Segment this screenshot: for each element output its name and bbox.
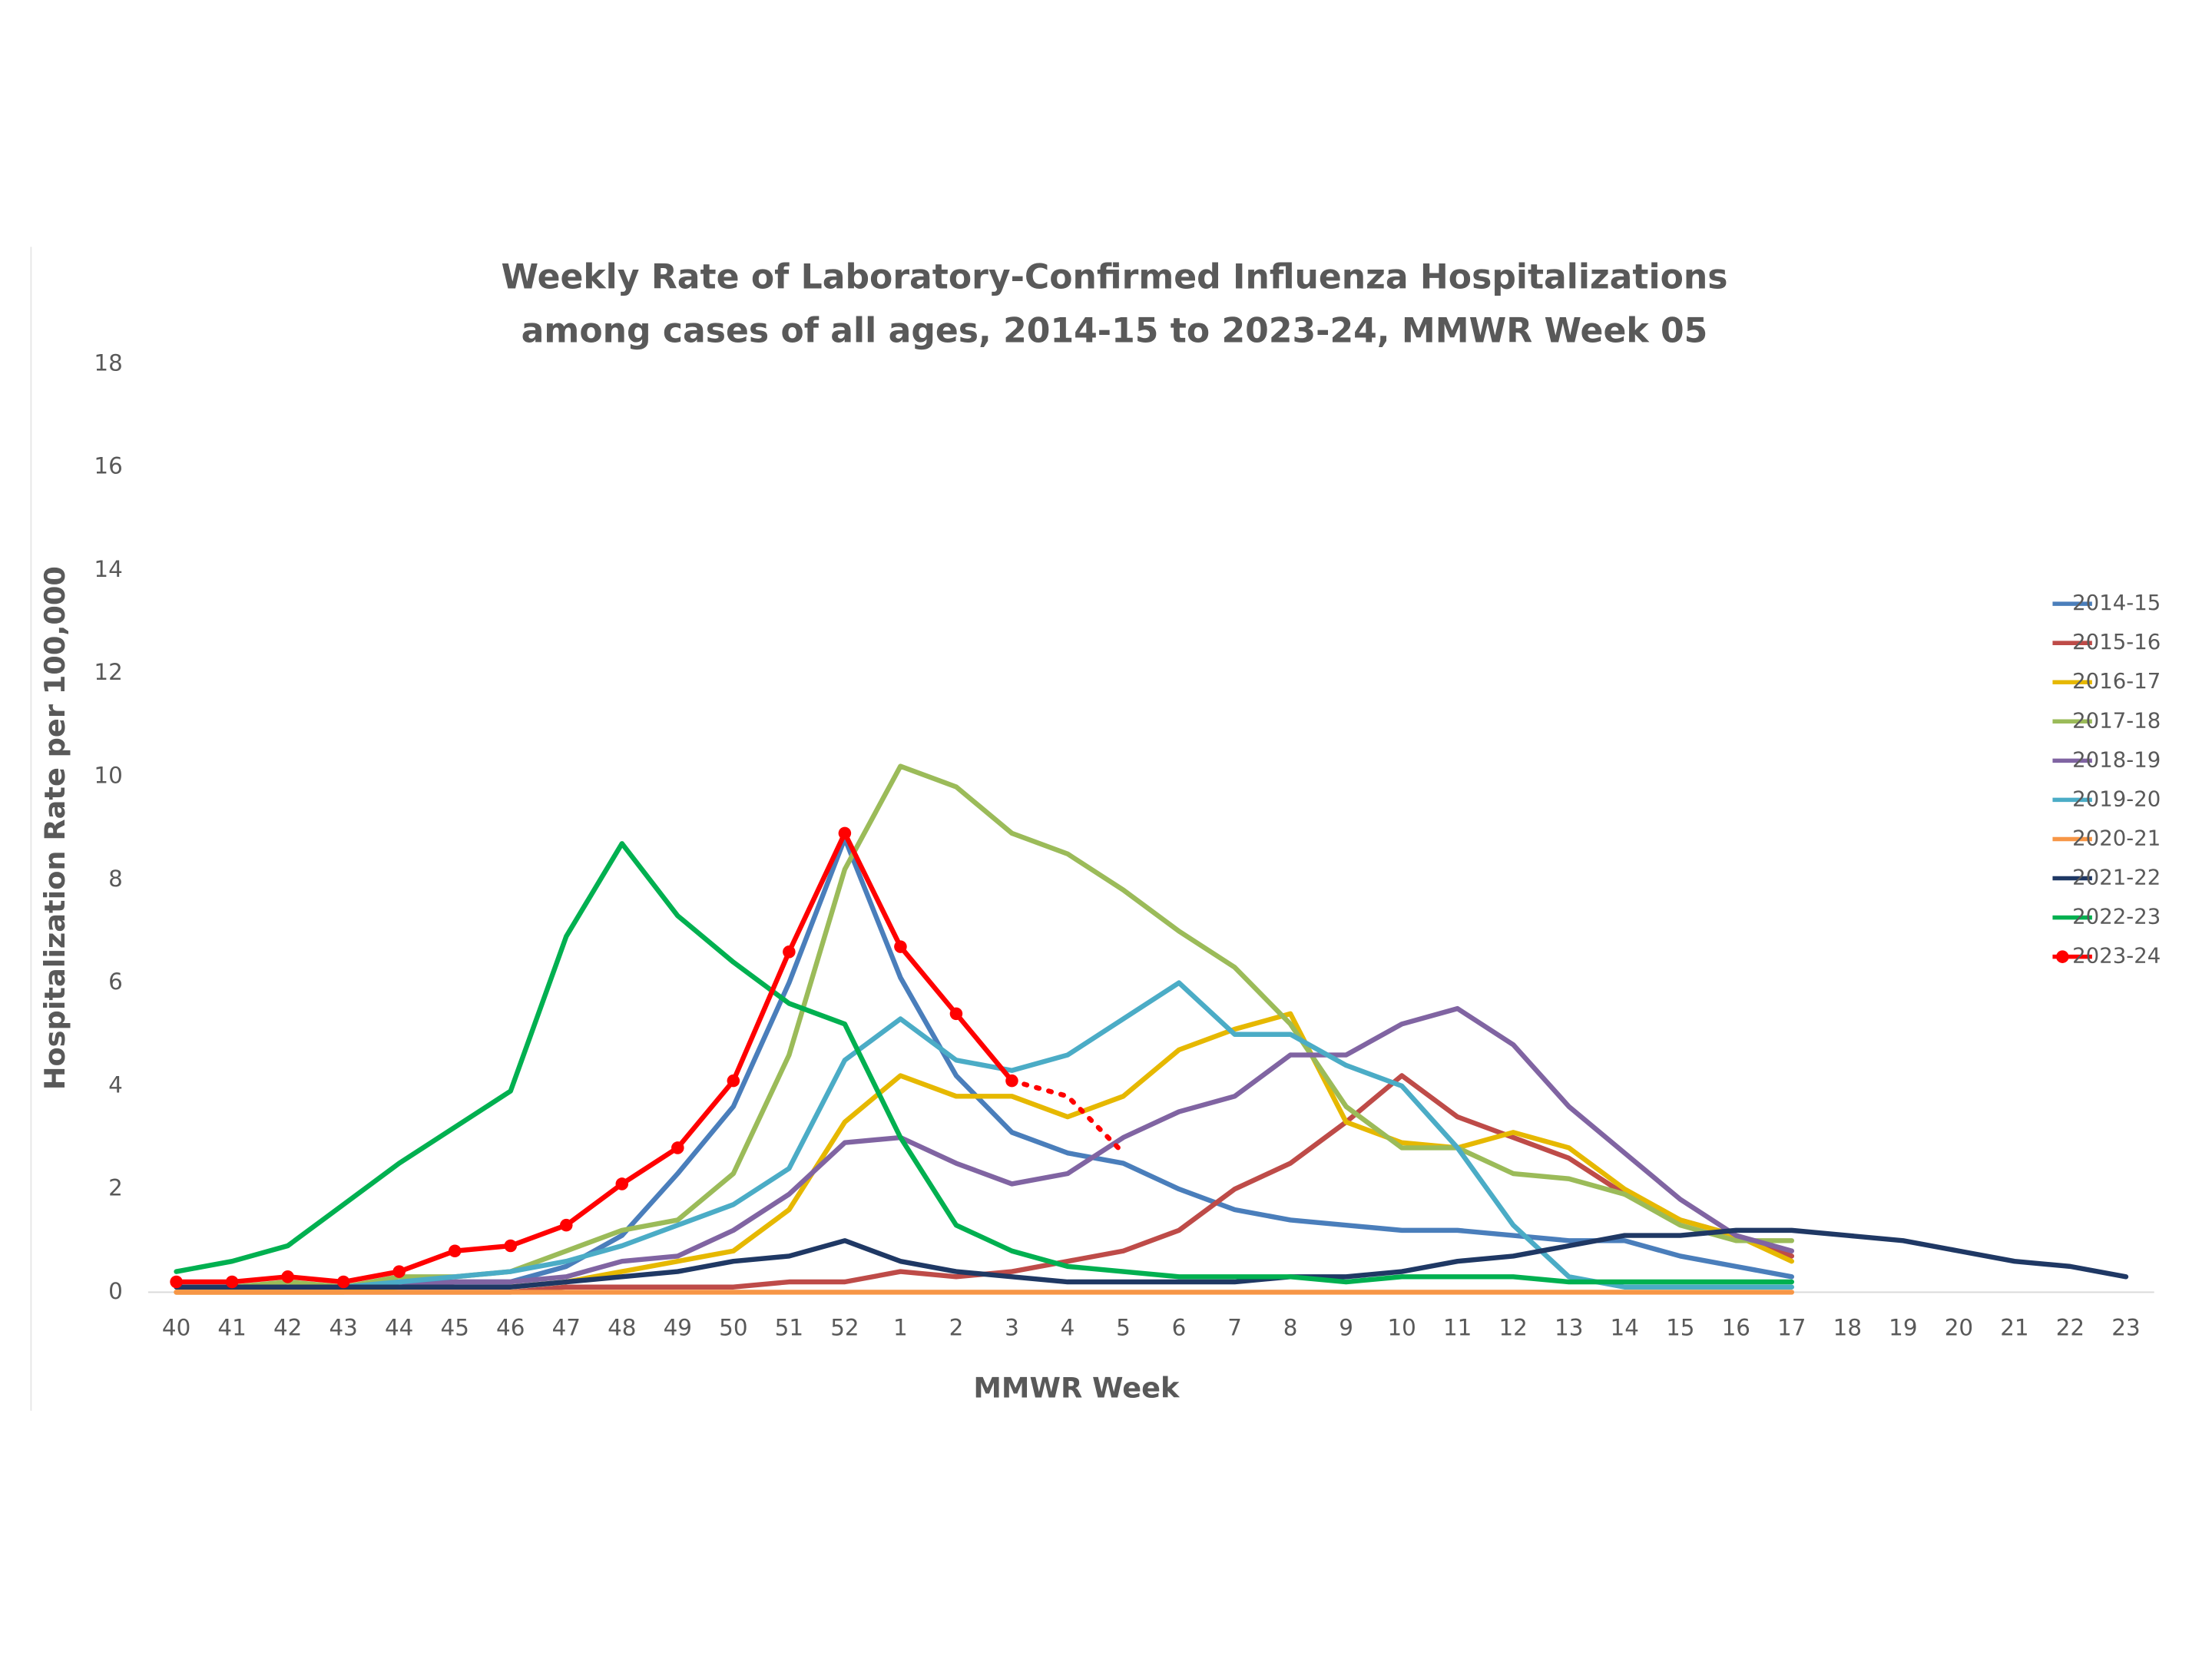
- y-tick-label: 6: [108, 969, 123, 995]
- legend-label: 2021-22: [2072, 866, 2161, 890]
- data-point: [225, 1275, 239, 1289]
- series-line: [174, 1227, 2129, 1290]
- data-point: [336, 1275, 350, 1289]
- x-tick-label: 14: [1611, 1315, 1639, 1341]
- x-tick-label: 13: [1555, 1315, 1583, 1341]
- x-tick-label: 16: [1722, 1315, 1750, 1341]
- x-tick-label: 17: [1777, 1315, 1806, 1341]
- data-point: [949, 1007, 963, 1021]
- y-tick-label: 8: [108, 866, 123, 892]
- x-tick-label: 51: [775, 1315, 803, 1341]
- x-tick-label: 12: [1498, 1315, 1527, 1341]
- legend-marker: [2056, 950, 2069, 963]
- x-tick-label: 42: [273, 1315, 302, 1341]
- y-tick-label: 12: [94, 659, 122, 685]
- x-tick-label: 7: [1227, 1315, 1242, 1341]
- chart-title: among cases of all ages, 2014-15 to 2023…: [522, 311, 1708, 350]
- series-line: [174, 1005, 1795, 1290]
- x-tick-label: 5: [1116, 1315, 1131, 1341]
- data-point: [894, 940, 907, 953]
- y-axis-title: Hospitalization Rate per 100,000: [38, 566, 71, 1090]
- series-line: [174, 980, 1795, 1290]
- x-tick-label: 8: [1283, 1315, 1298, 1341]
- y-tick-label: 16: [94, 453, 122, 479]
- x-tick-label: 50: [719, 1315, 747, 1341]
- data-point: [783, 945, 796, 959]
- legend-label: 2016-17: [2072, 669, 2161, 694]
- x-tick-label: 43: [329, 1315, 357, 1341]
- legend-label: 2018-19: [2072, 747, 2161, 772]
- x-tick-label: 40: [162, 1315, 190, 1341]
- data-point: [671, 1141, 684, 1154]
- data-point: [838, 826, 852, 840]
- legend-label: 2020-21: [2072, 826, 2161, 850]
- x-tick-label: 18: [1833, 1315, 1862, 1341]
- x-tick-label: 1: [893, 1315, 908, 1341]
- series-line: [174, 830, 1015, 1285]
- data-point: [727, 1074, 740, 1088]
- data-point: [560, 1218, 573, 1232]
- legend-label: 2014-15: [2072, 591, 2161, 615]
- series-line: [174, 836, 1795, 1290]
- legend-label: 2023-24: [2072, 944, 2161, 969]
- x-tick-label: 6: [1172, 1315, 1187, 1341]
- x-tick-label: 19: [1889, 1315, 1917, 1341]
- x-tick-label: 49: [664, 1315, 692, 1341]
- chart-title: Weekly Rate of Laboratory-Confirmed Infl…: [502, 258, 1728, 297]
- x-tick-label: 11: [1443, 1315, 1472, 1341]
- y-tick-label: 14: [94, 556, 122, 582]
- x-tick-label: 4: [1061, 1315, 1075, 1341]
- y-tick-label: 10: [94, 763, 122, 789]
- x-tick-label: 23: [2111, 1315, 2140, 1341]
- y-tick-label: 2: [108, 1175, 123, 1201]
- legend-label: 2015-16: [2072, 630, 2161, 654]
- legend-label: 2022-23: [2072, 905, 2161, 929]
- x-tick-label: 20: [1945, 1315, 1973, 1341]
- x-tick-label: 10: [1387, 1315, 1416, 1341]
- x-axis-title: MMWR Week: [973, 1372, 1181, 1405]
- data-point: [392, 1265, 406, 1278]
- x-tick-label: 15: [1666, 1315, 1694, 1341]
- series-line: [174, 763, 1795, 1290]
- data-point: [281, 1270, 294, 1283]
- x-tick-label: 46: [496, 1315, 525, 1341]
- y-tick-label: 18: [94, 349, 122, 376]
- data-point: [504, 1239, 518, 1253]
- x-tick-label: 52: [830, 1315, 859, 1341]
- x-tick-label: 45: [441, 1315, 469, 1341]
- x-tick-label: 47: [552, 1315, 581, 1341]
- x-tick-label: 44: [385, 1315, 413, 1341]
- data-point: [170, 1275, 183, 1289]
- x-tick-label: 41: [217, 1315, 246, 1341]
- y-tick-label: 0: [108, 1278, 123, 1304]
- x-tick-label: 2: [949, 1315, 964, 1341]
- legend-label: 2017-18: [2072, 708, 2161, 733]
- data-point: [615, 1177, 629, 1190]
- series-line: [174, 841, 1795, 1285]
- y-tick-label: 4: [108, 1071, 123, 1098]
- data-point: [448, 1244, 462, 1257]
- x-tick-label: 21: [2000, 1315, 2028, 1341]
- legend-label: 2019-20: [2072, 786, 2161, 811]
- x-tick-label: 48: [608, 1315, 636, 1341]
- x-tick-label: 3: [1005, 1315, 1019, 1341]
- x-tick-label: 9: [1339, 1315, 1353, 1341]
- data-point: [1005, 1074, 1018, 1088]
- x-tick-label: 22: [2056, 1315, 2085, 1341]
